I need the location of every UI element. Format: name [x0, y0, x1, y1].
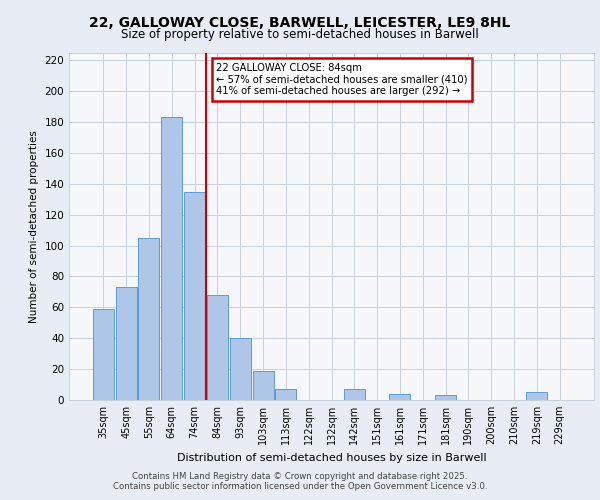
Y-axis label: Number of semi-detached properties: Number of semi-detached properties — [29, 130, 39, 322]
Text: 22 GALLOWAY CLOSE: 84sqm
← 57% of semi-detached houses are smaller (410)
41% of : 22 GALLOWAY CLOSE: 84sqm ← 57% of semi-d… — [216, 63, 467, 96]
Text: Size of property relative to semi-detached houses in Barwell: Size of property relative to semi-detach… — [121, 28, 479, 41]
Bar — [93, 309, 114, 400]
Bar — [275, 389, 296, 400]
Bar — [389, 394, 410, 400]
Bar — [526, 392, 547, 400]
X-axis label: Distribution of semi-detached houses by size in Barwell: Distribution of semi-detached houses by … — [176, 452, 487, 462]
Bar — [253, 370, 274, 400]
Text: 22, GALLOWAY CLOSE, BARWELL, LEICESTER, LE9 8HL: 22, GALLOWAY CLOSE, BARWELL, LEICESTER, … — [89, 16, 511, 30]
Text: Contains HM Land Registry data © Crown copyright and database right 2025.
Contai: Contains HM Land Registry data © Crown c… — [113, 472, 487, 491]
Bar — [161, 118, 182, 400]
Bar — [435, 396, 456, 400]
Bar — [344, 389, 365, 400]
Bar — [184, 192, 205, 400]
Bar — [139, 238, 160, 400]
Bar — [230, 338, 251, 400]
Bar — [116, 288, 137, 400]
Bar — [207, 295, 228, 400]
